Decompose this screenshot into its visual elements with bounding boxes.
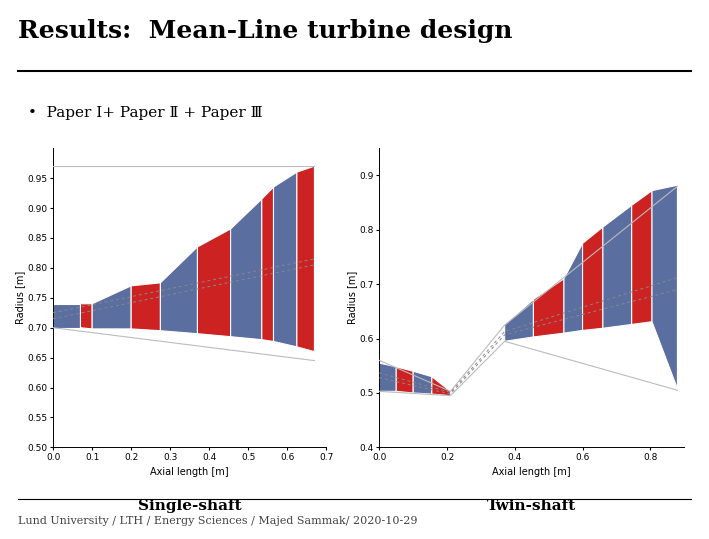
Y-axis label: Radius [m]: Radius [m]: [15, 271, 25, 324]
Polygon shape: [230, 199, 262, 340]
Y-axis label: Radius [m]: Radius [m]: [347, 271, 357, 324]
Polygon shape: [80, 304, 92, 329]
Polygon shape: [564, 244, 583, 333]
Text: •  Paper I+ Paper Ⅱ + Paper Ⅲ: • Paper I+ Paper Ⅱ + Paper Ⅲ: [28, 106, 263, 120]
Polygon shape: [632, 191, 652, 324]
Polygon shape: [432, 377, 450, 396]
Text: Twin-shaft: Twin-shaft: [487, 499, 576, 513]
Polygon shape: [297, 166, 315, 351]
Text: Results:  Mean-Line turbine design: Results: Mean-Line turbine design: [18, 19, 512, 43]
Polygon shape: [53, 304, 80, 328]
Text: Lund University / LTH / Energy Sciences / Majed Sammak/ 2020-10-29: Lund University / LTH / Energy Sciences …: [18, 516, 417, 526]
Polygon shape: [92, 286, 131, 329]
Polygon shape: [262, 187, 274, 342]
Polygon shape: [131, 283, 160, 331]
Polygon shape: [413, 371, 432, 394]
Polygon shape: [379, 363, 396, 391]
Polygon shape: [583, 227, 603, 330]
Polygon shape: [396, 367, 413, 393]
Polygon shape: [197, 229, 230, 337]
Polygon shape: [603, 205, 632, 328]
Polygon shape: [450, 325, 505, 396]
Text: Single-shaft: Single-shaft: [138, 499, 242, 513]
Polygon shape: [160, 247, 197, 334]
Polygon shape: [505, 300, 533, 341]
Polygon shape: [652, 185, 677, 389]
X-axis label: Axial length [m]: Axial length [m]: [493, 467, 571, 478]
Polygon shape: [274, 172, 297, 347]
X-axis label: Axial length [m]: Axial length [m]: [150, 467, 229, 478]
Polygon shape: [533, 279, 564, 337]
